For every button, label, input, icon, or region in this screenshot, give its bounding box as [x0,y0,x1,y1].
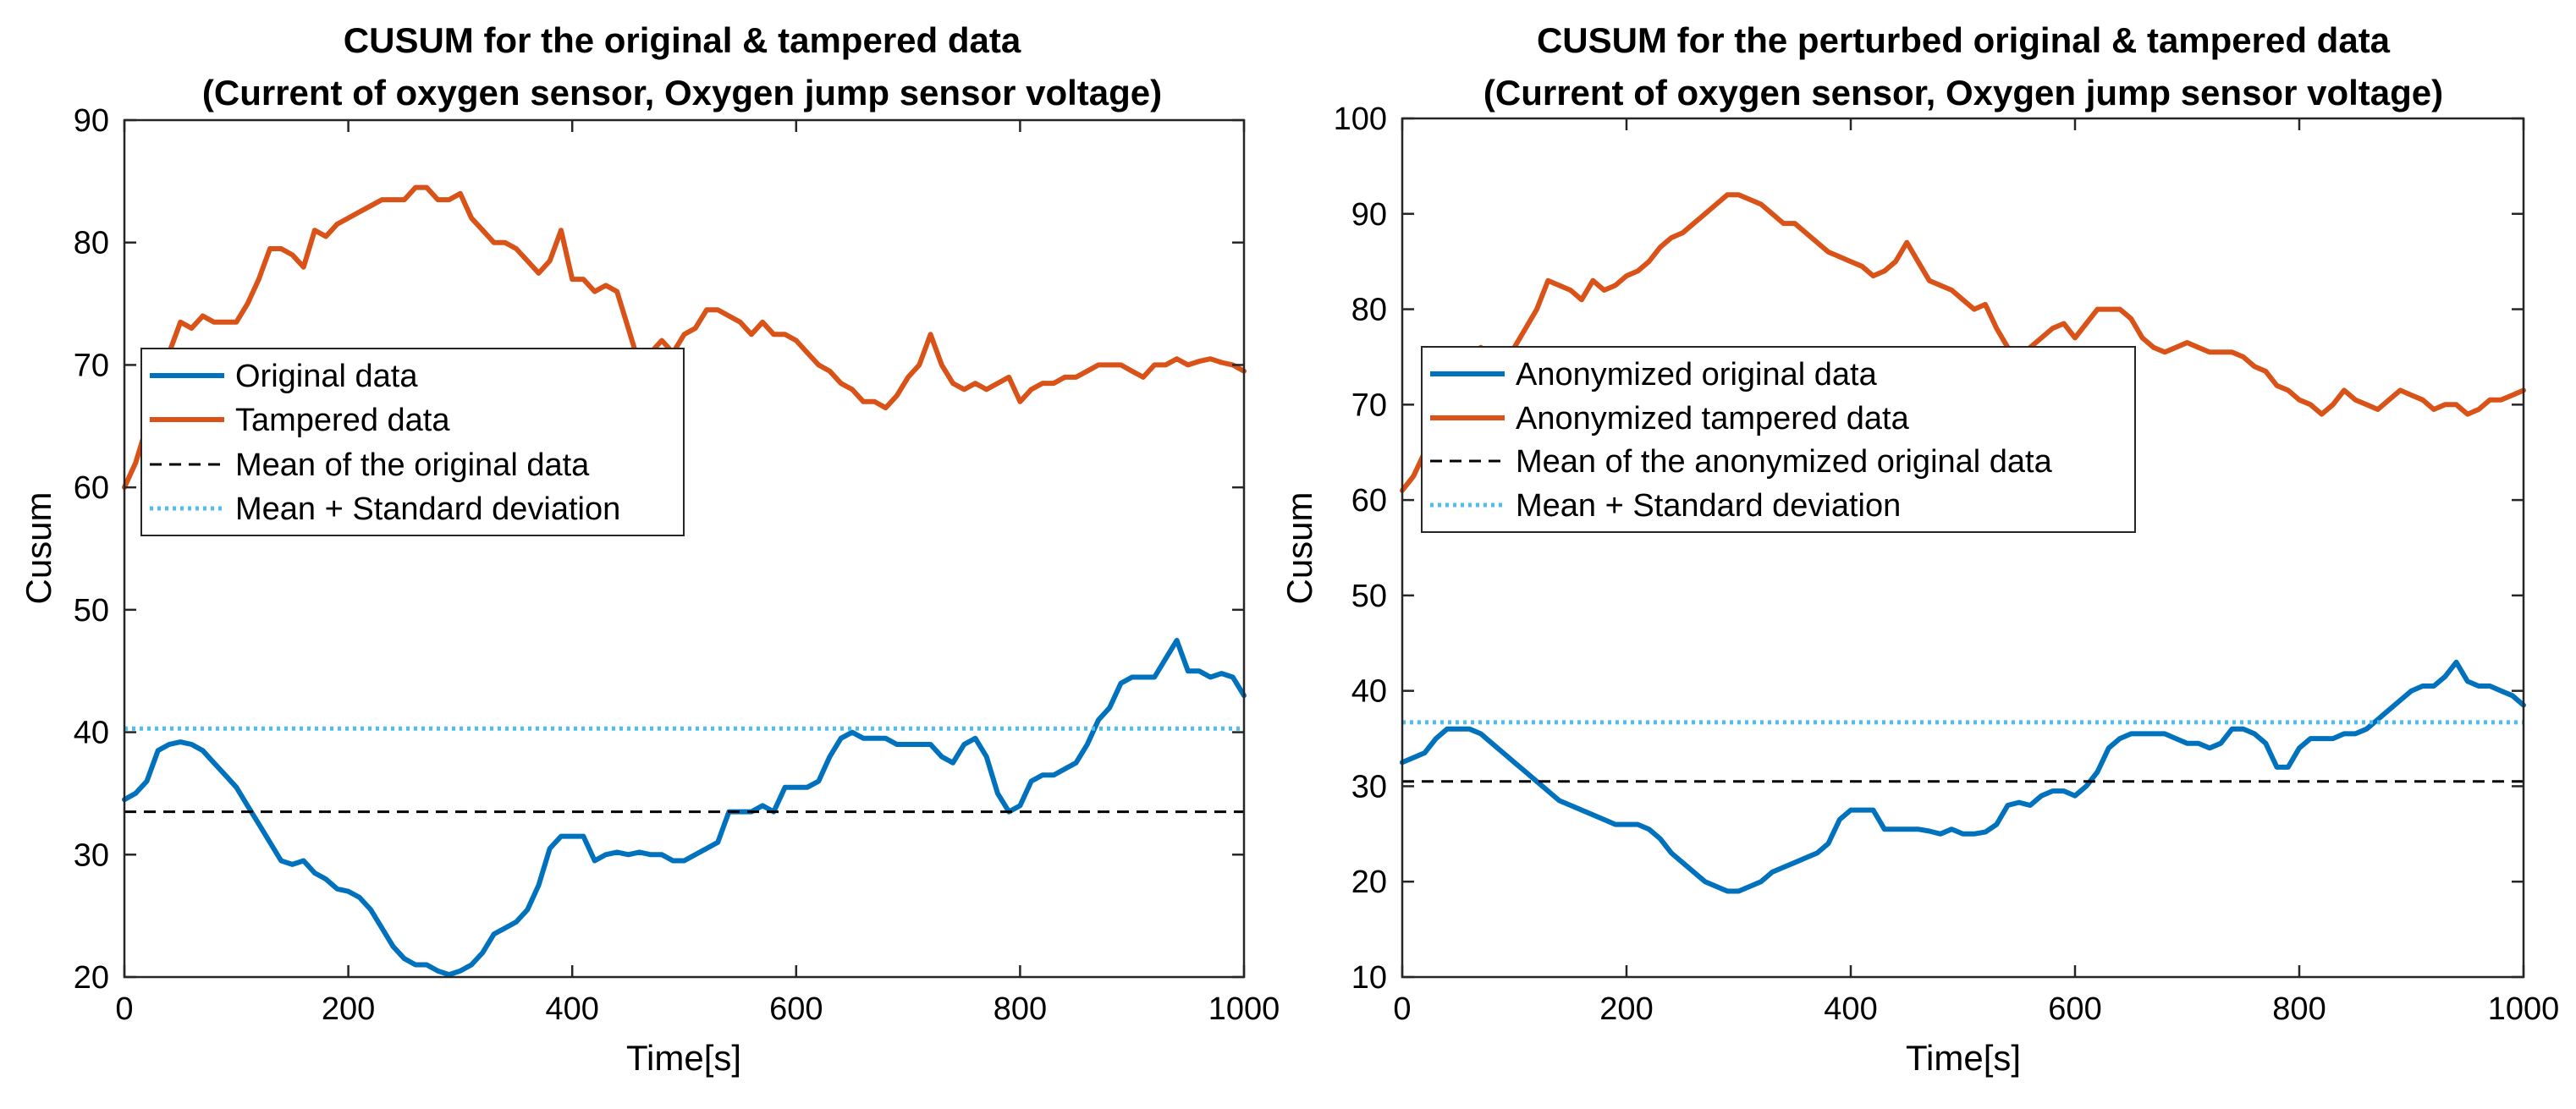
y-tick-label: 50 [74,593,109,629]
legend: Original data Tampered data Mean of the … [140,348,685,536]
y-tick-label: 20 [74,960,109,996]
x-tick-label: 1000 [2488,991,2560,1027]
axes-box [123,118,1246,979]
legend-box [140,348,685,536]
axis-ticks: 0 200 400 600 800 1000 10 20 30 40 50 60 70 80 90 100 [1334,102,2560,1027]
y-tick-label: 50 [1351,579,1387,614]
x-tick-label: 600 [2048,991,2101,1027]
axes-box [1401,117,2525,979]
x-tick-label: 600 [769,991,823,1027]
y-tick-label: 90 [1351,197,1387,233]
y-tick-label: 90 [74,103,109,139]
legend-label-original: Original data [235,359,418,394]
x-tick-label: 400 [545,991,598,1027]
plot-area [122,184,1247,978]
plot-area [1400,192,2526,894]
y-tick-label: 40 [74,716,109,751]
legend-label-mean: Mean of the anonymized original data [1516,444,2053,480]
chart-title-line-2: (Current of oxygen sensor, Oxygen jump s… [202,73,1162,113]
chart-perturbed-original-tampered: CUSUM for the perturbed original & tampe… [1280,20,2559,1078]
y-tick-label: 30 [1351,769,1387,804]
y-tick-label: 20 [1351,865,1387,900]
x-axis-label: Time[s] [1906,1038,2021,1078]
y-axis-label: Cusum [1280,491,1319,604]
axis-ticks: 0 200 400 600 800 1000 20 30 40 50 60 70 80 90 [74,103,1280,1027]
x-tick-label: 200 [322,991,375,1027]
chart-title-line-1: CUSUM for the original & tampered data [344,20,1021,60]
y-axis-label: Cusum [19,491,58,604]
y-tick-label: 100 [1334,102,1387,137]
legend-label-anon-tampered: Anonymized tampered data [1516,401,1910,436]
x-tick-label: 200 [1599,991,1653,1027]
y-tick-label: 60 [1351,483,1387,519]
x-tick-label: 800 [994,991,1047,1027]
legend-box [1421,346,2136,533]
series-original-line [1400,659,2526,894]
y-tick-label: 40 [1351,674,1387,710]
chart-title-line-1: CUSUM for the perturbed original & tampe… [1537,20,2391,60]
y-tick-label: 10 [1351,960,1387,996]
y-tick-label: 70 [74,348,109,383]
chart-title-line-2: (Current of oxygen sensor, Oxygen jump s… [1483,73,2443,113]
y-tick-label: 30 [74,837,109,873]
x-tick-label: 0 [1393,991,1411,1027]
y-tick-label: 80 [74,226,109,261]
chart-original-tampered: CUSUM for the original & tampered data (… [19,20,1280,1078]
legend-label-anon-original: Anonymized original data [1516,357,1878,393]
legend-label-std: Mean + Standard deviation [1516,488,1901,524]
x-tick-label: 400 [1824,991,1877,1027]
series-original-line [122,638,1247,978]
legend-label-tampered: Tampered data [235,403,450,438]
x-tick-label: 800 [2272,991,2326,1027]
y-tick-label: 70 [1351,387,1387,423]
y-tick-label: 60 [74,470,109,506]
x-tick-label: 1000 [1208,991,1280,1027]
legend-label-std: Mean + Standard deviation [235,491,620,527]
series-tampered-line [1400,192,2526,493]
y-tick-label: 80 [1351,293,1387,328]
x-tick-label: 0 [115,991,133,1027]
series-tampered-line [122,184,1247,491]
legend-label-mean: Mean of the original data [235,447,590,483]
legend: Anonymized original data Anonymized tamp… [1421,346,2136,533]
x-axis-label: Time[s] [626,1038,741,1078]
